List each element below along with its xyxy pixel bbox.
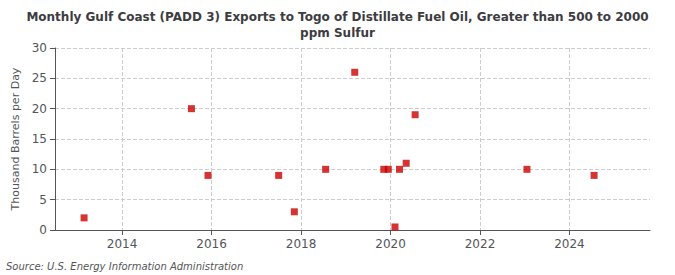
svg-text:2022: 2022	[465, 237, 496, 251]
svg-text:30: 30	[32, 41, 47, 55]
svg-text:25: 25	[32, 71, 47, 85]
svg-text:0: 0	[39, 223, 47, 237]
svg-text:5: 5	[39, 193, 47, 207]
svg-text:2018: 2018	[286, 237, 317, 251]
svg-text:2016: 2016	[196, 237, 227, 251]
svg-text:2020: 2020	[375, 237, 406, 251]
svg-text:2024: 2024	[554, 237, 585, 251]
svg-text:2014: 2014	[107, 237, 138, 251]
svg-text:20: 20	[32, 102, 47, 116]
svg-text:10: 10	[32, 162, 47, 176]
svg-text:Monthly Gulf Coast (PADD 3) Ex: Monthly Gulf Coast (PADD 3) Exports to T…	[26, 10, 648, 24]
svg-text:Thousand Barrels per Day: Thousand Barrels per Day	[9, 67, 22, 211]
svg-text:15: 15	[32, 132, 47, 146]
svg-text:ppm Sulfur: ppm Sulfur	[300, 26, 375, 40]
svg-text:Source: U.S. Energy Informatio: Source: U.S. Energy Information Administ…	[6, 261, 243, 272]
